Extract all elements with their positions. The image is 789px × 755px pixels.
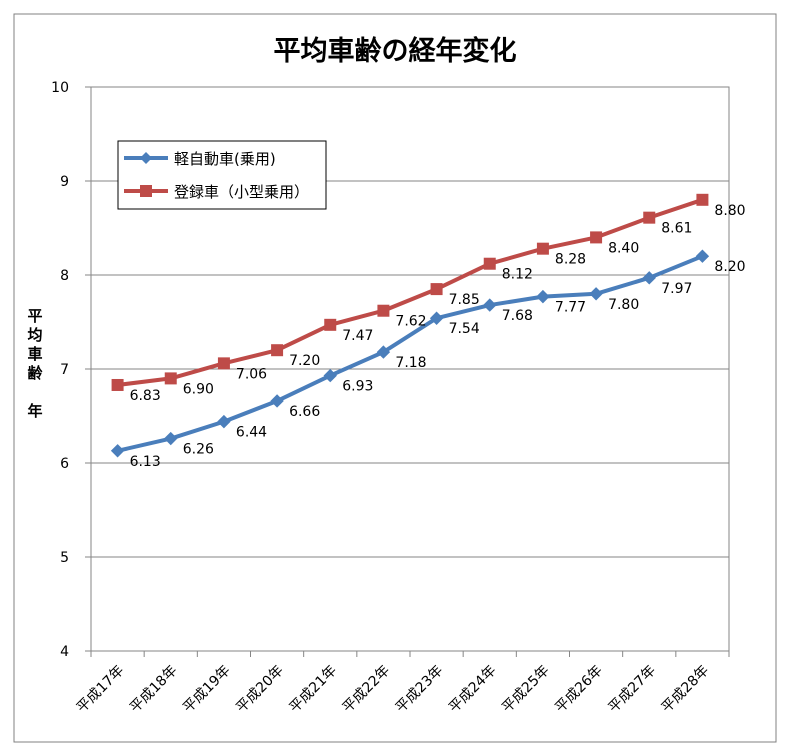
- chart-area-border: [13, 13, 777, 743]
- y-tick-label: 7: [60, 362, 69, 378]
- data-label: 7.62: [395, 314, 426, 330]
- y-tick-label: 10: [51, 80, 69, 96]
- data-point-marker: [164, 372, 177, 385]
- legend-marker: [140, 185, 152, 197]
- data-label: 8.12: [502, 267, 533, 283]
- data-label: 7.54: [449, 321, 480, 337]
- data-point-marker: [270, 394, 284, 408]
- data-point-marker: [696, 193, 709, 206]
- data-label: 7.06: [236, 366, 267, 382]
- data-label: 7.20: [289, 353, 320, 369]
- y-tick-label: 9: [60, 174, 69, 190]
- data-label: 6.93: [342, 379, 373, 395]
- data-point-marker: [217, 414, 231, 429]
- data-point-marker: [217, 357, 230, 370]
- y-axis-label: 平: [27, 307, 42, 325]
- data-label: 7.80: [608, 297, 639, 313]
- data-point-marker: [430, 283, 443, 296]
- data-point-marker: [324, 318, 337, 331]
- data-label: 8.61: [661, 221, 692, 237]
- data-label: 6.66: [289, 404, 320, 420]
- data-point-marker: [110, 444, 125, 458]
- data-label: 8.28: [555, 252, 586, 268]
- legend-label: 軽自動車(乗用): [174, 150, 276, 168]
- y-axis-label: 車: [27, 345, 42, 363]
- chart-title: 平均車齢の経年変化: [274, 35, 517, 67]
- data-point-marker: [695, 249, 710, 263]
- data-label: 6.44: [236, 425, 267, 441]
- data-label: 8.20: [714, 259, 745, 275]
- data-point-marker: [590, 231, 603, 244]
- data-label: 8.80: [714, 203, 745, 219]
- data-label: 7.18: [395, 355, 426, 371]
- legend-box: [117, 140, 327, 210]
- data-label: 6.90: [183, 381, 214, 397]
- y-axis-label: 齢: [27, 364, 43, 382]
- y-tick-label: 4: [60, 644, 69, 660]
- data-label: 8.40: [608, 240, 639, 256]
- y-tick-label: 6: [60, 456, 69, 472]
- data-point-marker: [271, 344, 284, 357]
- data-point-marker: [483, 298, 497, 312]
- data-point-marker: [536, 289, 550, 304]
- legend-label: 登録車（小型乗用）: [174, 183, 309, 201]
- data-label: 7.68: [502, 308, 533, 324]
- data-point-marker: [483, 257, 496, 270]
- data-label: 6.13: [130, 454, 161, 470]
- data-point-marker: [164, 431, 178, 446]
- data-point-marker: [111, 378, 124, 391]
- data-label: 7.77: [555, 300, 586, 316]
- data-label: 6.83: [130, 388, 161, 404]
- y-tick-label: 8: [60, 268, 69, 284]
- y-axis-label: 年: [27, 402, 42, 420]
- data-point-marker: [536, 242, 549, 255]
- data-point-marker: [377, 304, 390, 317]
- data-point-marker: [589, 287, 603, 301]
- data-label: 7.97: [661, 281, 692, 297]
- data-label: 7.47: [342, 328, 373, 344]
- data-point-marker: [643, 211, 656, 224]
- data-point-marker: [323, 368, 337, 383]
- data-point-marker: [429, 311, 444, 325]
- legend-marker: [140, 152, 152, 164]
- y-axis-label: 均: [27, 326, 42, 344]
- data-label: 7.85: [449, 292, 480, 308]
- data-label: 6.26: [183, 442, 214, 458]
- series-line: [117, 197, 704, 387]
- y-tick-label: 5: [60, 550, 69, 566]
- data-point-marker: [376, 345, 391, 359]
- data-point-marker: [642, 271, 656, 285]
- series-line: [117, 254, 704, 453]
